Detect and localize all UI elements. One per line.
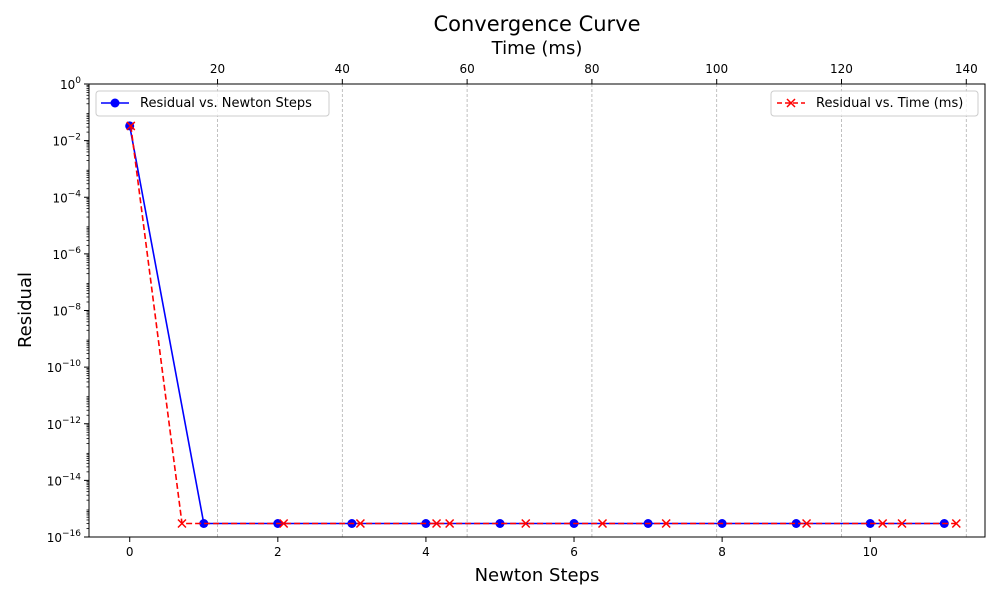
y-tick-label: 100: [60, 76, 81, 92]
series-1-point: [597, 518, 608, 529]
top-tick-label: 20: [210, 62, 225, 76]
x-tick-label: 10: [863, 545, 878, 559]
x-tick-label: 2: [274, 545, 282, 559]
plot-area-frame: [88, 83, 986, 538]
legend-right: Residual vs. Time (ms): [770, 90, 979, 117]
series-1-point: [177, 518, 187, 529]
top-axis-label: Time (ms): [491, 38, 583, 59]
series-0-point: [495, 519, 505, 528]
series-1-point: [521, 518, 531, 529]
top-tick-label: 80: [584, 62, 599, 76]
series-1-point: [355, 518, 365, 529]
series-1-point: [432, 518, 442, 529]
legend-left-box: [95, 90, 330, 117]
top-tick-label: 140: [955, 62, 978, 76]
y-tick-label: 10−2: [52, 133, 81, 149]
y-tick-label: 10−4: [52, 189, 81, 205]
y-tick-label: 10−14: [47, 472, 82, 488]
series-1-point: [661, 518, 671, 529]
legend-right-label: Residual vs. Time (ms): [816, 96, 963, 111]
top-tick-label: 120: [830, 62, 853, 76]
series-1-point: [126, 121, 136, 131]
x-axis-label: Newton Steps: [475, 565, 600, 586]
x-tick-label: 8: [718, 545, 726, 559]
chart-title: Convergence Curve: [433, 12, 640, 36]
grid-lines: [217, 84, 967, 537]
legend-left-marker: [110, 98, 120, 108]
series-0-point: [791, 519, 801, 528]
series-1-point: [279, 518, 289, 529]
series-0-point: [199, 519, 209, 528]
axes-layer: 0 2 4 6 8 10 20 40 60 80 100 120 140 10−16 10−14 10−12 1…: [47, 62, 978, 559]
series-1-point: [802, 518, 812, 529]
y-tick-label: 10−16: [47, 529, 82, 545]
top-tick-label: 40: [335, 62, 350, 76]
x-tick-label: 4: [422, 545, 430, 559]
legend-left: Residual vs. Newton Steps: [95, 90, 330, 117]
top-tick-label: 100: [705, 62, 728, 76]
legend-right-marker: [786, 98, 796, 108]
series-1-point: [445, 518, 455, 529]
y-tick-label: 10−6: [52, 246, 81, 262]
legend-left-label: Residual vs. Newton Steps: [140, 96, 312, 111]
top-tick-label: 60: [459, 62, 474, 76]
y-tick-label: 10−10: [47, 359, 82, 375]
series-1-line: [130, 125, 957, 525]
y-axis-label: Residual: [15, 272, 36, 348]
y-tick-label: 10−8: [52, 303, 81, 319]
series-layer: [125, 121, 961, 529]
series-1-point: [897, 518, 907, 529]
series-1-point: [878, 518, 888, 529]
legend-right-box: [770, 90, 979, 117]
y-tick-label: 10−12: [47, 416, 81, 432]
x-tick-label: 0: [126, 545, 134, 559]
x-tick-label: 6: [570, 545, 578, 559]
series-0-line: [128, 125, 945, 525]
series-1-point: [951, 518, 961, 529]
